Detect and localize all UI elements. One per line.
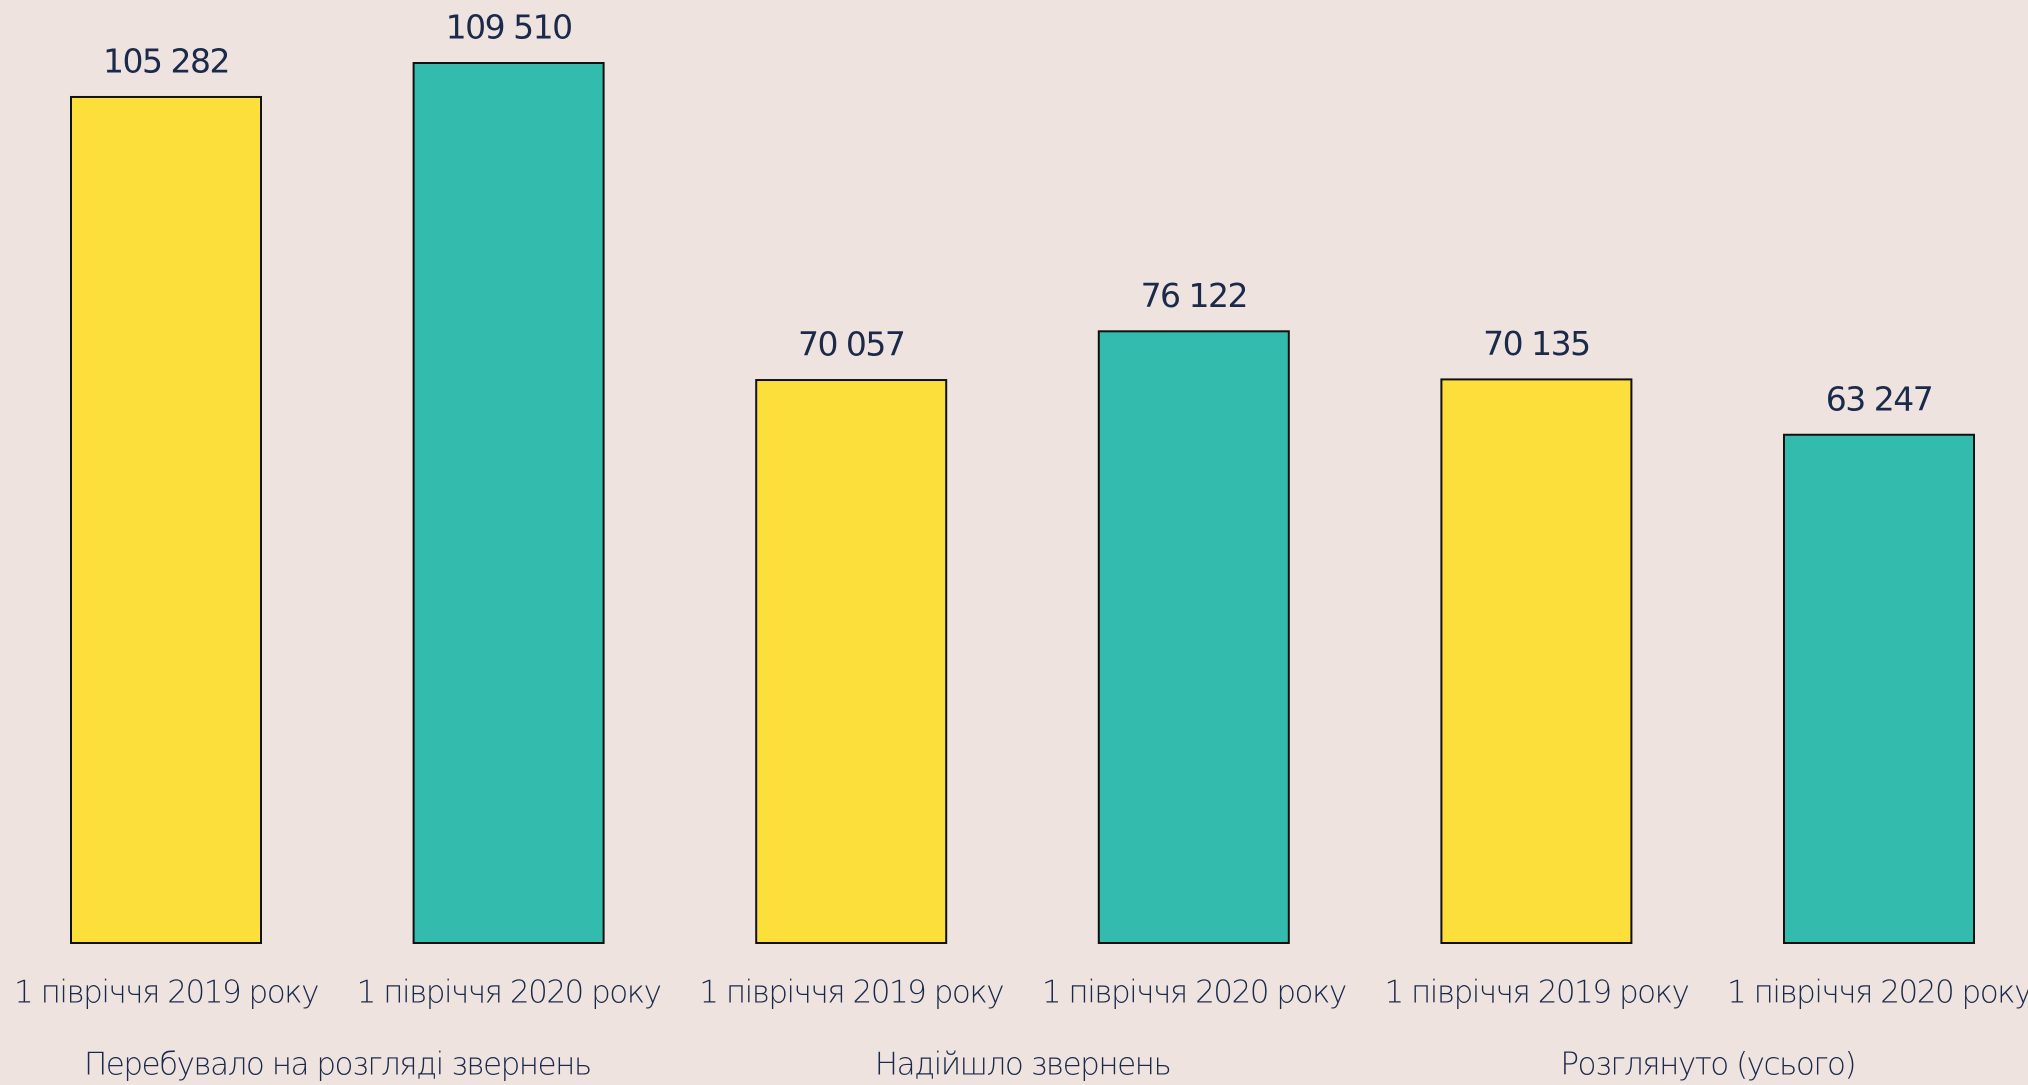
bar: [1783, 433, 1975, 944]
bar-label: 1 півріччя 2019 року: [1384, 975, 1688, 1011]
bar: [70, 95, 262, 944]
value-label: 109 510: [446, 8, 572, 47]
bar: [1440, 378, 1633, 944]
bar-label: 1 півріччя 2019 року: [14, 975, 318, 1011]
value-label: 63 247: [1826, 379, 1932, 418]
bar: [412, 62, 605, 944]
group-label: Перебувало на розгляді звернень: [84, 1047, 591, 1083]
bar-label: 1 півріччя 2020 року: [1042, 975, 1346, 1011]
bar-label: 1 півріччя 2019 року: [699, 975, 1003, 1011]
bar: [1097, 330, 1290, 945]
group-label: Розглянуто (усього): [1560, 1047, 1855, 1083]
value-label: 76 122: [1141, 276, 1247, 315]
bar-label: 1 півріччя 2020 року: [357, 975, 661, 1011]
bar: [755, 379, 948, 944]
bar-label: 1 півріччя 2020 року: [1727, 975, 2028, 1011]
group-label: Надійшло звернень: [875, 1047, 1170, 1083]
value-label: 70 135: [1483, 324, 1589, 363]
value-label: 70 057: [798, 325, 904, 364]
value-label: 105 282: [103, 41, 229, 80]
